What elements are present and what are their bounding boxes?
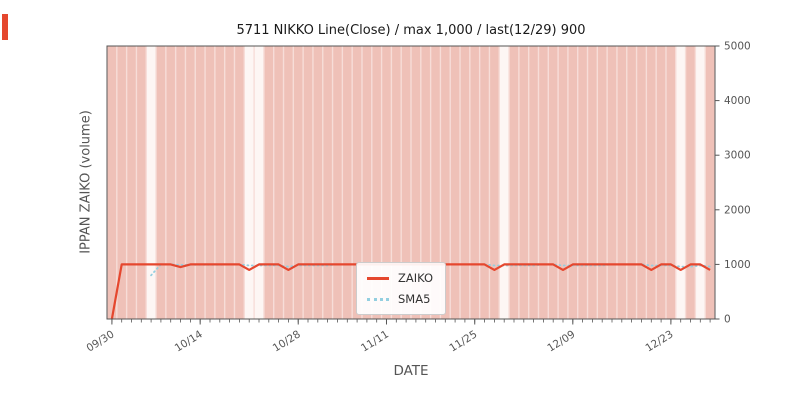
day-band: [225, 46, 234, 319]
day-band: [235, 46, 244, 319]
day-band: [637, 46, 646, 319]
day-band: [303, 46, 313, 319]
y-tick-label: 0: [724, 314, 731, 326]
legend: ZAIKO SMA5: [356, 262, 447, 315]
day-band: [156, 46, 166, 319]
day-band: [470, 46, 479, 319]
day-band: [441, 46, 450, 319]
chart-title: 5711 NIKKO Line(Close) / max 1,000 / las…: [236, 23, 586, 38]
x-tick-label: 11/25: [447, 328, 479, 354]
x-tick-label: 12/23: [643, 328, 675, 354]
day-band: [392, 46, 401, 319]
day-band: [617, 46, 627, 319]
day-band: [186, 46, 195, 319]
day-band: [450, 46, 460, 319]
day-band: [686, 46, 695, 319]
day-band: [205, 46, 215, 319]
day-band: [137, 46, 146, 319]
day-band: [382, 46, 391, 319]
day-band: [705, 46, 715, 319]
day-band: [499, 46, 509, 319]
day-band: [421, 46, 430, 319]
day-band: [244, 46, 254, 319]
day-band: [490, 46, 499, 319]
day-band: [480, 46, 489, 319]
day-band: [215, 46, 224, 319]
legend-label-zaiko: ZAIKO: [398, 271, 434, 285]
day-band: [362, 46, 372, 319]
y-tick-label: 5000: [724, 41, 751, 53]
day-band: [372, 46, 381, 319]
day-band: [284, 46, 293, 319]
day-band: [294, 46, 303, 319]
day-band: [166, 46, 175, 319]
day-band: [352, 46, 362, 319]
left-edge-marker: [2, 14, 8, 40]
day-band: [313, 46, 323, 319]
x-tick-label: 12/09: [545, 328, 577, 354]
legend-item-sma5: SMA5: [367, 292, 433, 306]
day-band: [519, 46, 528, 319]
day-band: [696, 46, 705, 319]
day-band: [627, 46, 636, 319]
y-tick-label: 3000: [724, 150, 751, 162]
day-band: [539, 46, 548, 319]
day-band: [343, 46, 352, 319]
day-band: [578, 46, 587, 319]
day-band: [598, 46, 607, 319]
sma5-line-swatch: [367, 297, 389, 301]
day-band: [254, 46, 264, 319]
day-band: [127, 46, 136, 319]
day-band: [509, 46, 519, 319]
day-band: [323, 46, 332, 319]
day-band: [607, 46, 617, 319]
zaiko-line-swatch: [367, 276, 389, 280]
y-tick-label: 1000: [724, 259, 751, 271]
day-band: [529, 46, 538, 319]
day-band: [264, 46, 274, 319]
day-band: [107, 46, 117, 319]
day-band: [333, 46, 342, 319]
day-band: [460, 46, 470, 319]
y-tick-label: 4000: [724, 95, 751, 107]
day-band: [146, 46, 156, 319]
day-band: [656, 46, 666, 319]
day-band: [411, 46, 421, 319]
day-band: [558, 46, 568, 319]
legend-label-sma5: SMA5: [398, 292, 431, 306]
y-tick-label: 2000: [724, 204, 751, 216]
day-band: [431, 46, 440, 319]
day-band: [176, 46, 185, 319]
day-band: [117, 46, 126, 319]
x-axis-label: DATE: [393, 363, 429, 379]
day-band: [401, 46, 411, 319]
day-band: [195, 46, 205, 319]
day-band: [274, 46, 283, 319]
x-tick-label: 10/14: [173, 328, 205, 354]
plot-border: [106, 45, 716, 320]
legend-item-zaiko: ZAIKO: [367, 271, 433, 285]
day-band: [588, 46, 597, 319]
x-tick-label: 10/28: [271, 328, 303, 354]
x-tick-label: 09/30: [84, 328, 116, 354]
x-tick-label: 11/11: [359, 328, 391, 354]
day-band: [647, 46, 656, 319]
day-band: [568, 46, 578, 319]
day-band: [666, 46, 676, 319]
day-band: [676, 46, 685, 319]
day-band: [548, 46, 558, 319]
